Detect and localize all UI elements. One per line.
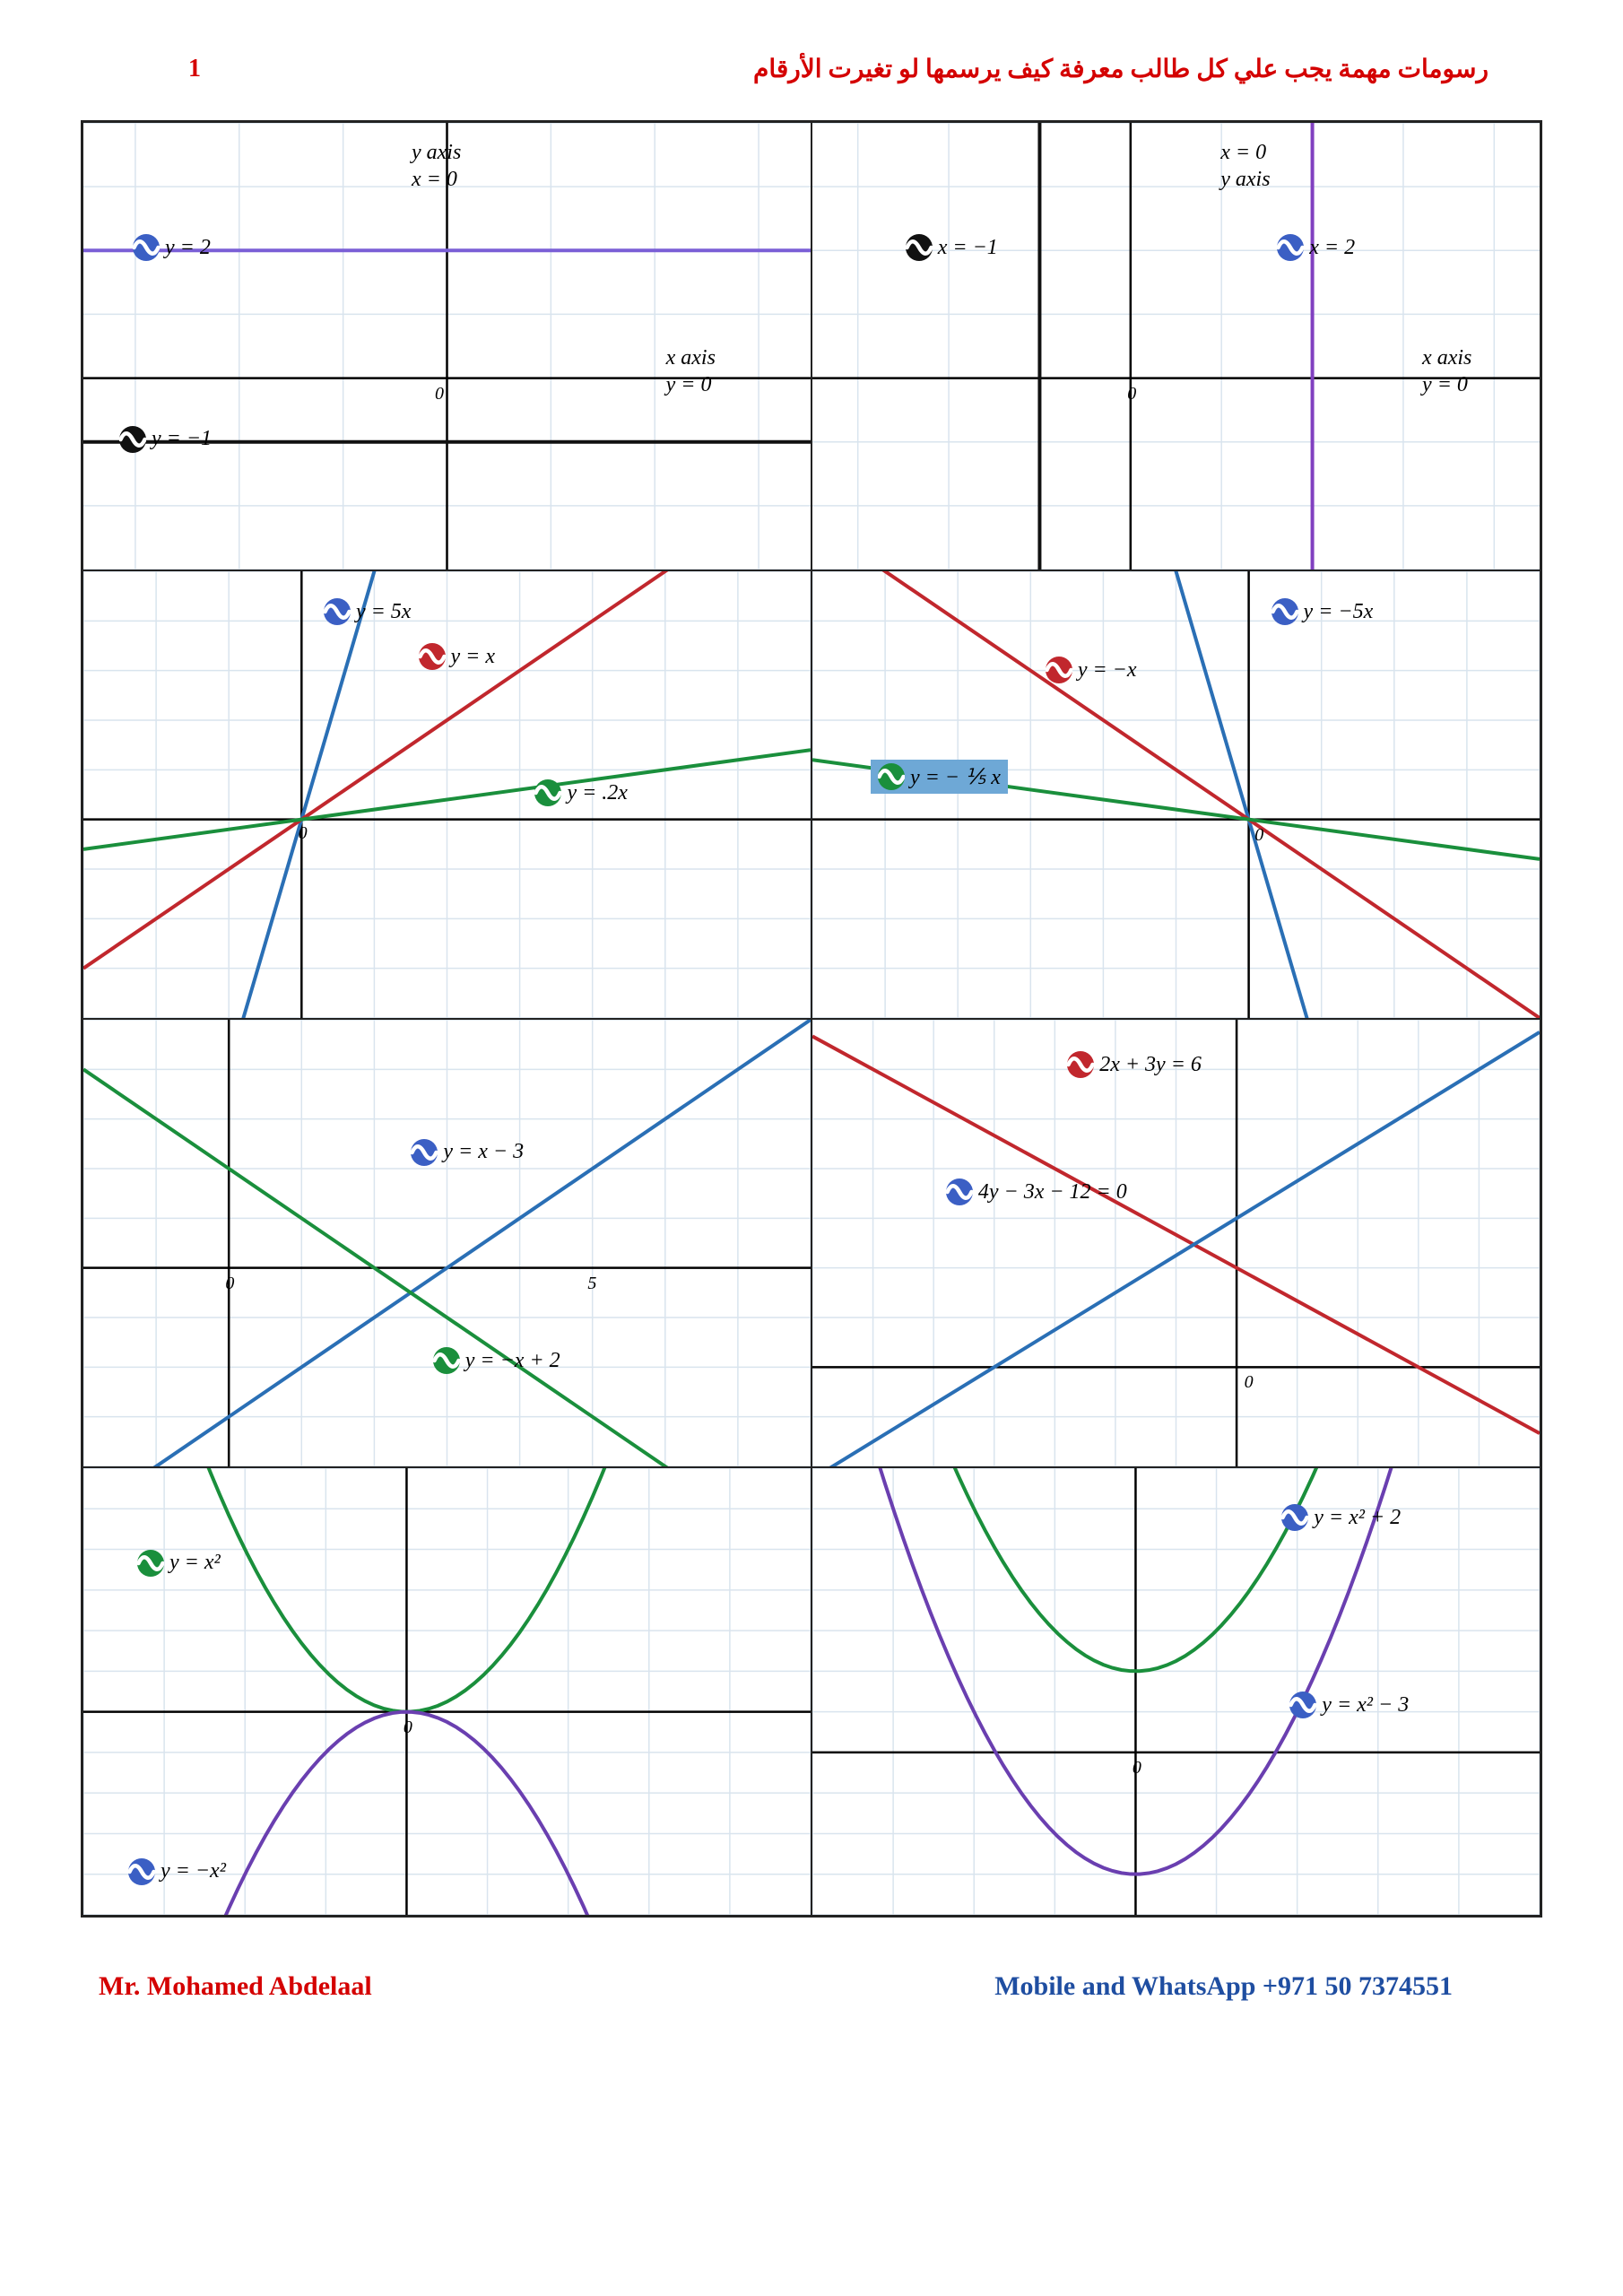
page-number: 1	[188, 55, 201, 83]
eq-label: y = −x²	[161, 1859, 226, 1883]
eq-label: y = −x + 2	[465, 1349, 560, 1373]
wave-icon	[1289, 1692, 1316, 1718]
graph-label: y = −x + 2	[433, 1347, 560, 1374]
wave-icon	[119, 426, 146, 453]
graph-label: 2x + 3y = 6	[1067, 1051, 1202, 1078]
graph-label: 0	[1133, 1758, 1141, 1779]
wave-icon	[946, 1178, 973, 1205]
graph-label: 4y − 3x − 12 = 0	[946, 1178, 1127, 1205]
graph-label: y = − ⅕ x	[871, 760, 1008, 794]
wave-icon	[906, 234, 933, 261]
graph-label: 0	[1245, 1372, 1254, 1393]
graph-panel-1-2: x = 0 y axis x = −1 x = 2 x axis y = 0 0	[812, 122, 1541, 570]
eq-label: y = x² − 3	[1322, 1693, 1409, 1718]
graph-label: y axis	[412, 141, 461, 165]
graph-label: x = 0	[412, 168, 457, 192]
graph-label: y axis	[1220, 168, 1270, 192]
wave-icon	[128, 1858, 155, 1885]
graph-label: x axis	[1422, 346, 1471, 370]
eq-label: y = −5x	[1304, 600, 1374, 624]
graph-label: 5	[587, 1274, 596, 1294]
graph-label: y = −5x	[1271, 598, 1374, 625]
graph-panel-3-1: y = x − 3 y = −x + 2 0 5	[82, 1019, 812, 1467]
footer-contact: Mobile and WhatsApp +971 50 7374551	[994, 1971, 1453, 2002]
graph-label: y = 0	[1422, 373, 1468, 397]
eq-label: y = − ⅕ x	[910, 764, 1001, 790]
footer-author: Mr. Mohamed Abdelaal	[99, 1971, 372, 2002]
graph-label: 0	[225, 1274, 234, 1294]
wave-icon	[534, 779, 561, 806]
graph-label: y = −1	[119, 426, 212, 453]
eq-label: y = 2	[165, 236, 211, 260]
wave-icon	[1271, 598, 1298, 625]
graph-label: 0	[299, 823, 308, 844]
graph-label: y = x² − 3	[1289, 1692, 1409, 1718]
eq-label: y = x − 3	[443, 1140, 524, 1164]
wave-icon	[133, 234, 160, 261]
graph-label: x = 2	[1277, 234, 1355, 261]
graph-label: y = x² + 2	[1281, 1504, 1401, 1531]
wave-icon	[324, 598, 351, 625]
page-title: رسومات مهمة يجب علي كل طالب معرفة كيف ير…	[753, 54, 1488, 84]
graph-label: 0	[1254, 825, 1263, 846]
graph-label: x axis	[666, 346, 716, 370]
graph-label: y = x	[419, 643, 496, 670]
graph-label: y = x²	[137, 1550, 221, 1577]
graph-panel-4-1: y = x² y = −x² 0	[82, 1467, 812, 1916]
graph-label: 0	[1127, 384, 1136, 404]
wave-icon	[1277, 234, 1304, 261]
wave-icon	[1281, 1504, 1308, 1531]
graph-panel-4-2: y = x² + 2 y = x² − 3 0	[812, 1467, 1541, 1916]
wave-icon	[1067, 1051, 1094, 1078]
graph-panel-3-2: 2x + 3y = 6 4y − 3x − 12 = 0 0	[812, 1019, 1541, 1467]
graph-label: x = −1	[906, 234, 998, 261]
graph-label: y = 2	[133, 234, 211, 261]
graph-label: y = .2x	[534, 779, 628, 806]
eq-label: 4y − 3x − 12 = 0	[978, 1180, 1127, 1205]
graph-label: y = 5x	[324, 598, 412, 625]
eq-label: 2x + 3y = 6	[1099, 1053, 1202, 1077]
graph-panel-2-1: y = 5x y = x y = .2x 0	[82, 570, 812, 1019]
eq-label: y = 5x	[356, 600, 412, 624]
graph-panel-2-2: y = −5x y = −x y = − ⅕ x 0	[812, 570, 1541, 1019]
graph-panel-1-1: y axis x = 0 y = 2 y = −1 x axis y = 0 0	[82, 122, 812, 570]
graph-label: 0	[404, 1718, 412, 1738]
graph-label: y = −x²	[128, 1858, 226, 1885]
eq-label: y = x² + 2	[1314, 1506, 1401, 1530]
grid-container: y axis x = 0 y = 2 y = −1 x axis y = 0 0 x =…	[81, 120, 1542, 1918]
wave-icon	[433, 1347, 460, 1374]
graph-label: y = 0	[666, 373, 712, 397]
graph-label: y = x − 3	[411, 1139, 524, 1166]
graph-label: y = −x	[1046, 657, 1137, 683]
wave-icon	[411, 1139, 438, 1166]
eq-label: y = −1	[152, 427, 212, 451]
graph-label: 0	[435, 384, 444, 404]
eq-label: x = −1	[938, 236, 998, 260]
eq-label: y = x²	[169, 1551, 221, 1575]
page-footer: Mr. Mohamed Abdelaal Mobile and WhatsApp…	[81, 1918, 1542, 2002]
eq-label: y = −x	[1078, 658, 1137, 683]
wave-icon	[878, 763, 905, 790]
wave-icon	[419, 643, 446, 670]
eq-label: x = 2	[1309, 236, 1355, 260]
wave-icon	[1046, 657, 1072, 683]
eq-label: y = .2x	[567, 781, 628, 805]
page-header: 1 رسومات مهمة يجب علي كل طالب معرفة كيف …	[81, 36, 1542, 120]
wave-icon	[137, 1550, 164, 1577]
graph-label: x = 0	[1220, 141, 1266, 165]
eq-label: y = x	[451, 645, 496, 669]
